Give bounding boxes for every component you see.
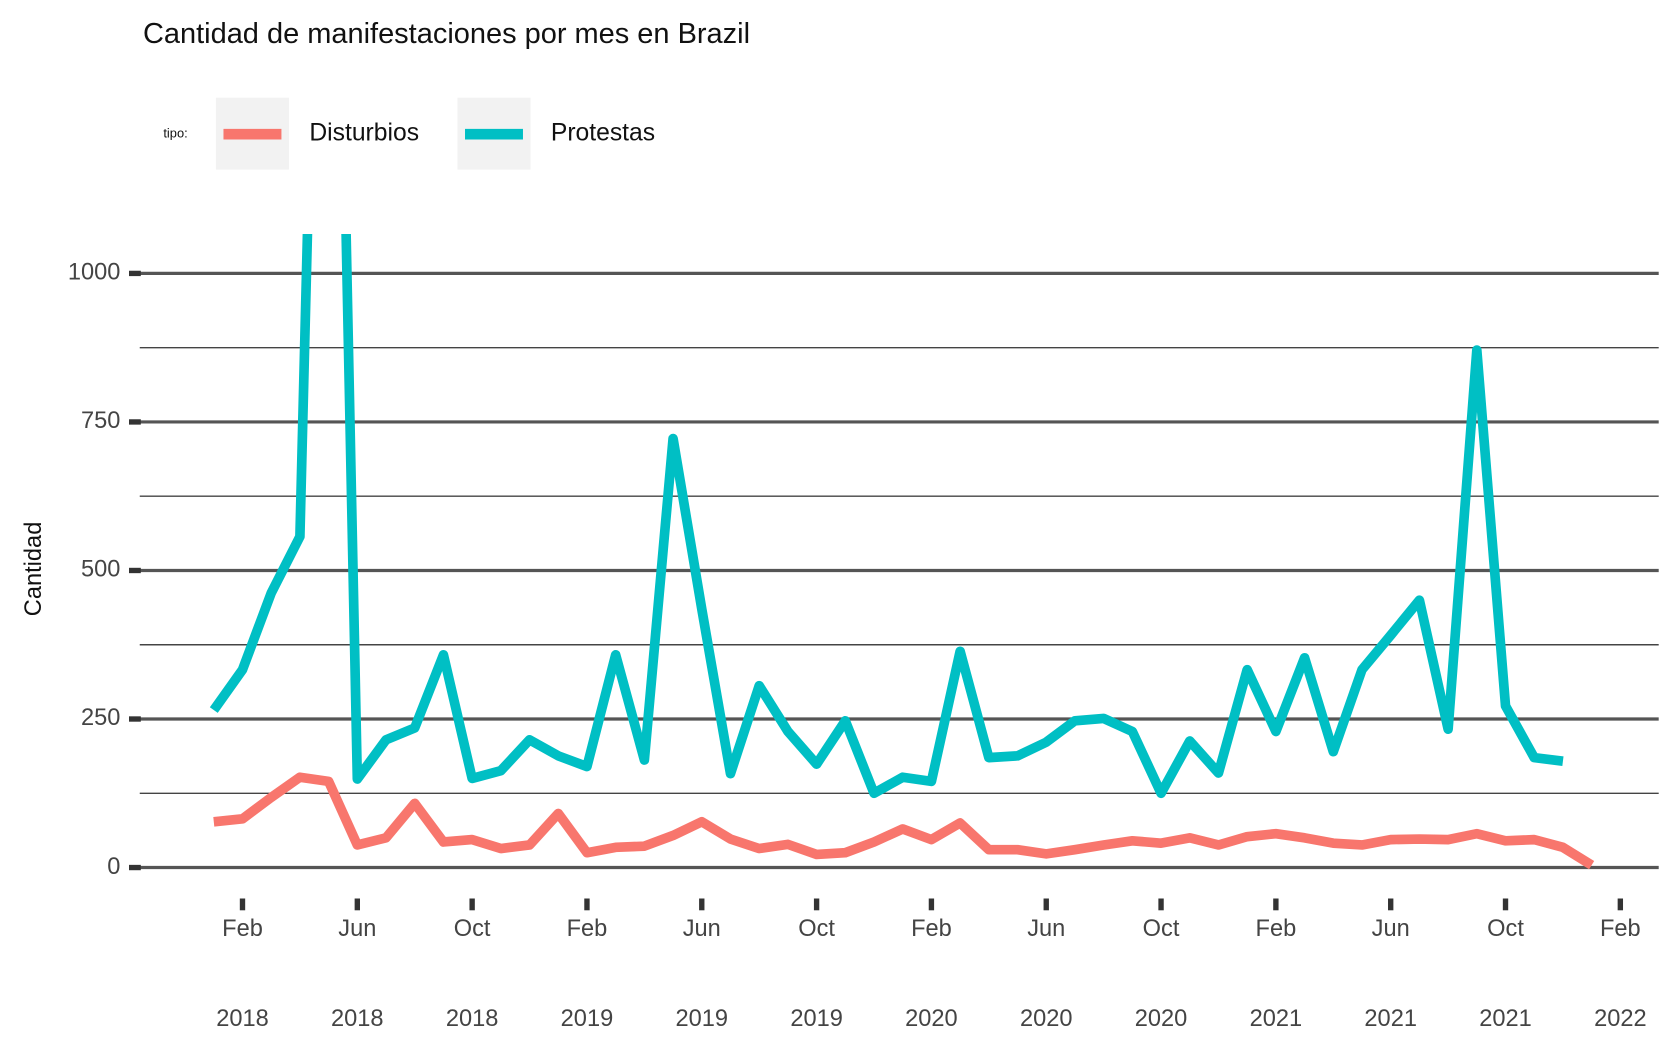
legend: Disturbios Protestas [215, 97, 655, 170]
legend-title: tipo: [163, 126, 187, 141]
x-tick-label: Oct [1487, 916, 1524, 942]
x-tick-year: 2021 [1364, 1006, 1417, 1032]
series-line [213, 772, 1595, 870]
y-tick-label: 500 [81, 557, 120, 583]
y-axis-label: Cantidad [21, 522, 47, 617]
x-tick-label: Jun [1027, 916, 1065, 942]
plot-area [209, 234, 1595, 870]
x-tick-year: 2018 [446, 1006, 499, 1032]
x-tick-label: Oct [1143, 916, 1180, 942]
x-tick-year: 2020 [905, 1006, 958, 1032]
chart-title: Cantidad de manifestaciones por mes en B… [143, 18, 750, 50]
x-tick-label: Feb [222, 916, 263, 942]
grid: 0 250 500 750 1000 Feb 2018 Jun 2018 Oct 2018 Feb 20… [68, 260, 1659, 1032]
x-tick-label: Feb [1600, 916, 1641, 942]
x-tick-label: Jun [1372, 916, 1410, 942]
x-tick-year: 2019 [676, 1006, 729, 1032]
x-tick-year: 2020 [1135, 1006, 1188, 1032]
x-tick-year: 2020 [1020, 1006, 1073, 1032]
x-tick-label: Feb [1256, 916, 1297, 942]
x-tick-label: Oct [454, 916, 491, 942]
y-tick-label: 0 [107, 854, 120, 880]
y-tick-label: 750 [81, 408, 120, 434]
x-tick-year: 2018 [216, 1006, 269, 1032]
x-tick-label: Jun [683, 916, 721, 942]
legend-label: Protestas [551, 120, 655, 147]
x-tick-year: 2019 [561, 1006, 614, 1032]
x-tick-label: Oct [798, 916, 835, 942]
legend-label: Disturbios [309, 120, 419, 147]
x-tick-year: 2018 [331, 1006, 384, 1032]
x-tick-year: 2021 [1250, 1006, 1303, 1032]
x-tick-label: Jun [338, 916, 376, 942]
y-tick-label: 1000 [68, 260, 121, 286]
x-tick-year: 2022 [1594, 1006, 1647, 1032]
x-tick-label: Feb [567, 916, 608, 942]
y-tick-label: 250 [81, 705, 120, 731]
series-line [209, 234, 1564, 799]
x-tick-year: 2021 [1479, 1006, 1532, 1032]
x-tick-label: Feb [911, 916, 952, 942]
x-tick-year: 2019 [790, 1006, 843, 1032]
